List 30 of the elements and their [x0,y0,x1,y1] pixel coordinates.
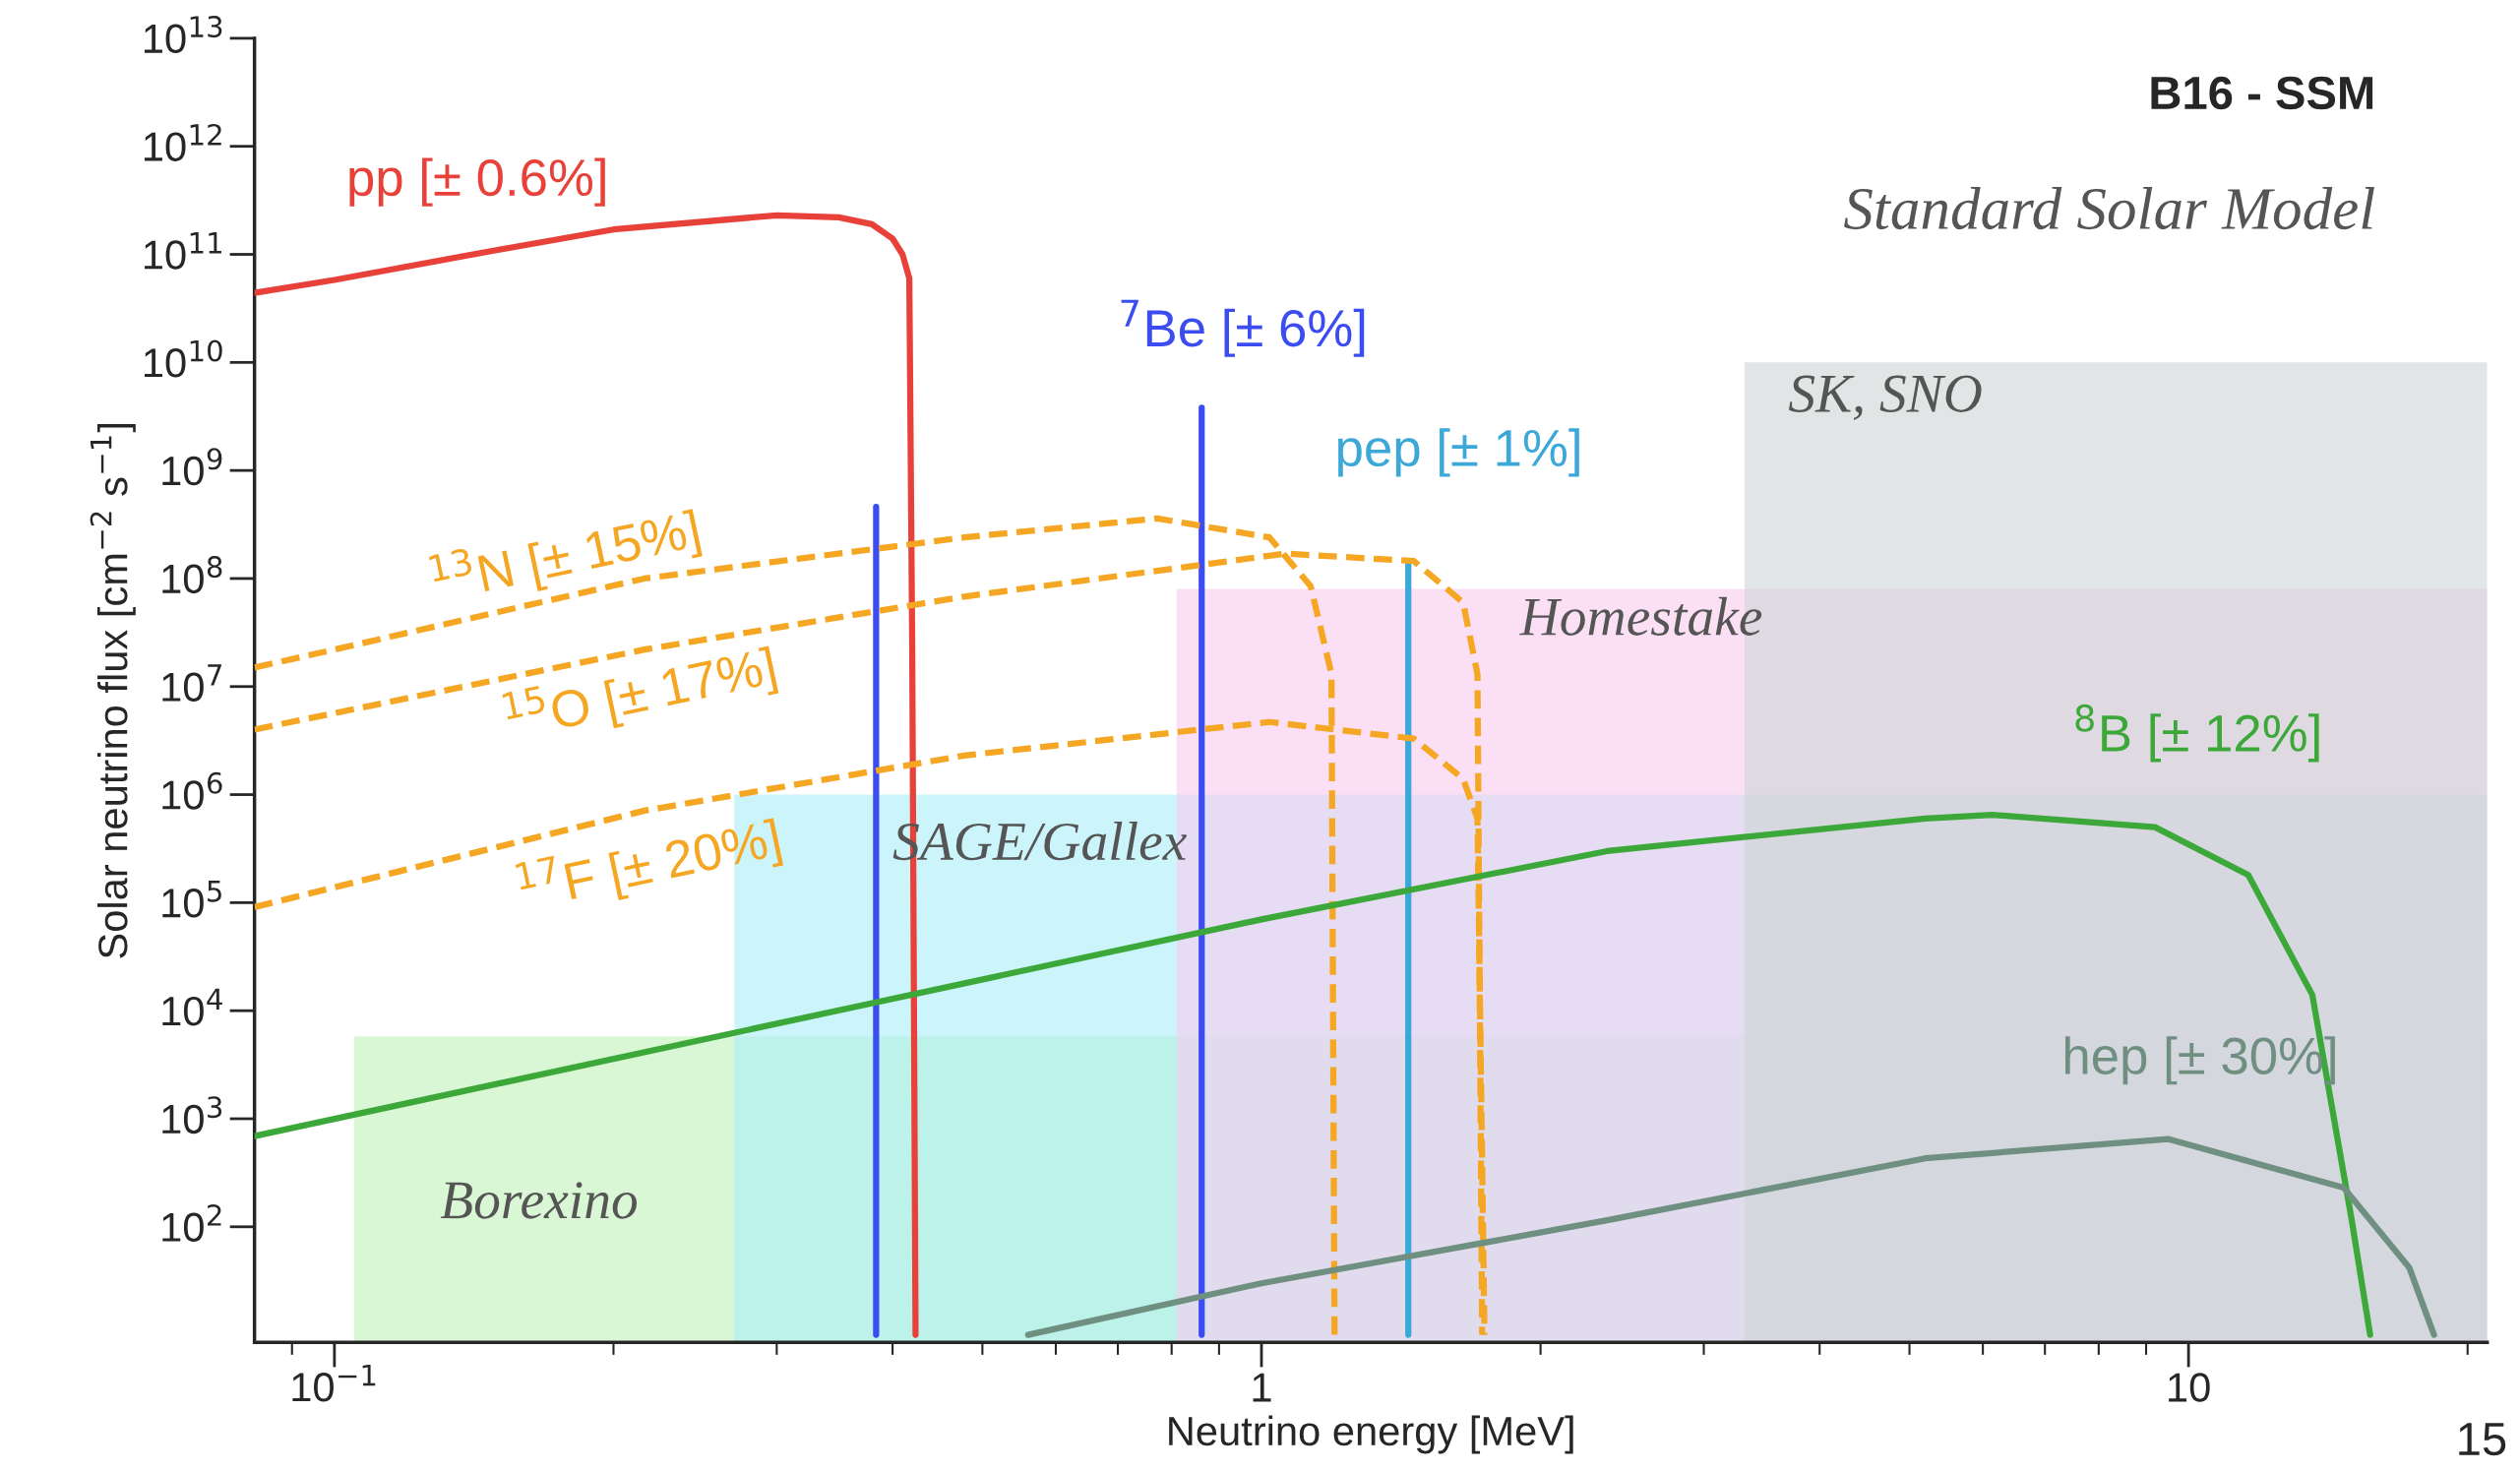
text: B16 - SSM [2151,76,2373,110]
y-tick-label: 10$^{8}$ [162,556,222,594]
text: $^{13}$N [± 15%] [428,500,703,612]
text: pep [± 1%] [1338,428,1579,477]
series-label: $^{8}$B [± 12%] [2075,704,2319,763]
x-tick-label: 1 [1253,1373,1271,1402]
y-tick-label: 10$^{5}$ [162,880,221,918]
series-label: Borexino [440,1182,638,1219]
series-label: SK, SNO [1788,375,1982,420]
x-tick-label: 10 [2169,1373,2210,1402]
y-tick-label: 10$^{12}$ [144,123,221,161]
x-axis-title: Neutrino energy [MeV] [1169,1415,1573,1454]
y-tick-label: 10$^{9}$ [162,448,222,486]
y-tick-label: 10$^{10}$ [144,339,222,378]
y-tick-label: 10$^{6}$ [162,771,222,810]
y-tick-label: 10$^{13}$ [144,16,222,54]
series-label: pp [± 0.6%] [349,157,605,207]
text: $^{17}$F [± 20%] [515,809,784,920]
x-tick-label: 10$^{−1}$ [292,1364,376,1402]
y-tick-label: 10$^{7}$ [162,664,221,702]
text: 15 [2459,1423,2506,1456]
y-axis-title: Solar neutrino flux [cm$^{−2}$ s$^{−1}$] [90,423,136,958]
text: Standard Solar Model [1844,187,2374,230]
y-tick-label: 10$^{11}$ [144,232,221,270]
y-tick-label: 10$^{2}$ [162,1203,221,1242]
series-label: Homestake [1519,596,1762,636]
y-tick-label: 10$^{4}$ [162,988,222,1026]
y-tick-label: 10$^{3}$ [162,1096,222,1135]
series-label: $^{7}$Be [± 6%] [1121,299,1365,357]
text: $^{15}$O [± 17%] [502,637,779,750]
